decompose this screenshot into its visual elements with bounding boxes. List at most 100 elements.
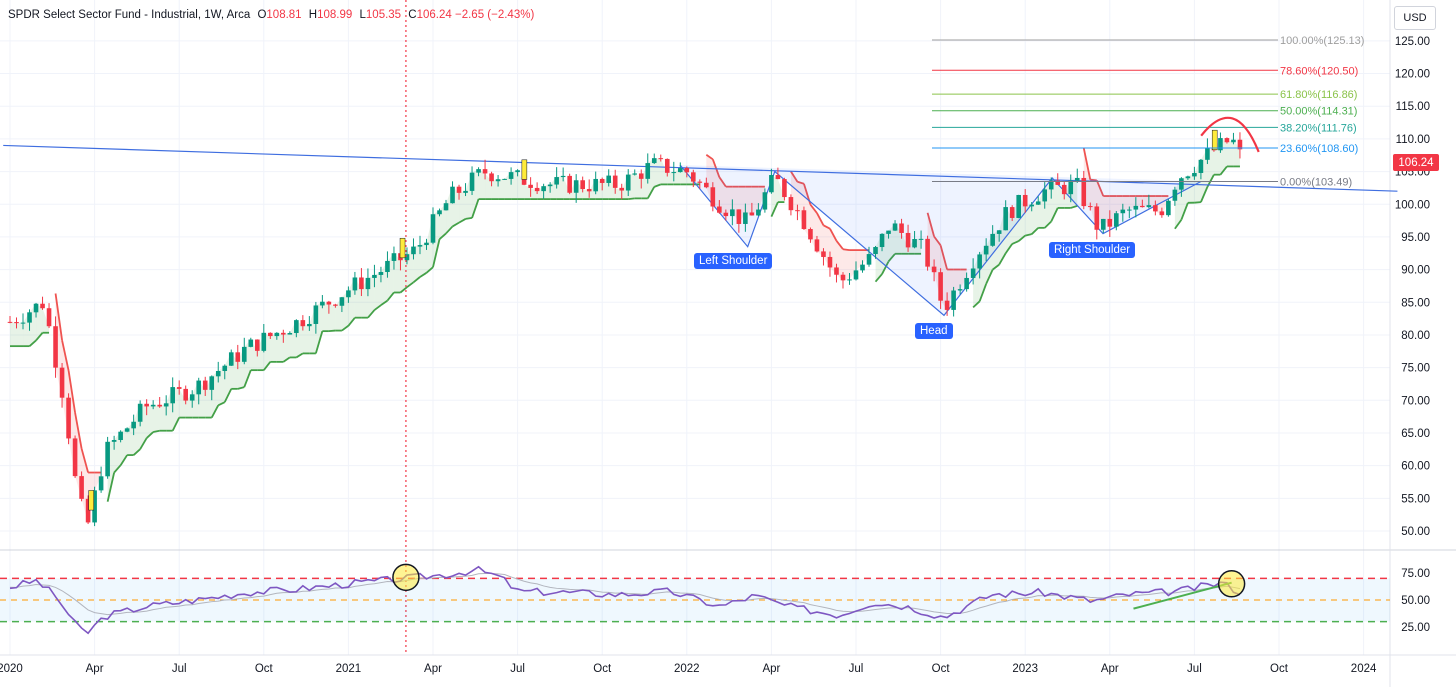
candle-body xyxy=(365,277,371,290)
trailing-stop-line xyxy=(1095,179,1105,197)
trailing-stop-fill-up xyxy=(179,388,186,418)
fib-level-label: 0.00%(103.49) xyxy=(1280,176,1352,188)
candle-body xyxy=(782,179,787,198)
candle-body xyxy=(925,238,930,267)
trailing-stop-line xyxy=(933,235,942,246)
price-axis-tick: 115.00 xyxy=(1396,101,1430,113)
candle-body xyxy=(215,370,221,377)
candle-body xyxy=(717,206,722,213)
candle-body xyxy=(853,270,859,280)
candle-body xyxy=(313,305,319,324)
candle-body xyxy=(944,300,950,310)
candle-body xyxy=(632,173,638,175)
candle-body xyxy=(59,367,65,398)
candle-body xyxy=(664,158,670,173)
trailing-stop-fill-up xyxy=(491,179,499,200)
trailing-stop-fill-up xyxy=(159,403,167,431)
trailing-stop-line xyxy=(295,352,304,359)
trailing-stop-fill-down xyxy=(953,269,961,291)
trailing-stop-line xyxy=(406,281,415,288)
candle-body xyxy=(736,209,742,224)
candle-body xyxy=(489,173,494,182)
candle-body xyxy=(254,339,260,351)
candle-body xyxy=(866,254,872,265)
candle-body xyxy=(72,438,78,477)
trailing-stop-fill-up xyxy=(634,173,642,199)
candle-body xyxy=(938,272,943,301)
candle-body xyxy=(788,197,794,211)
candle-body xyxy=(658,158,664,160)
trailing-stop-line xyxy=(67,370,76,413)
trailing-stop-fill-down xyxy=(842,249,850,281)
time-axis-tick: Jul xyxy=(510,663,525,675)
trailing-stop-fill-down xyxy=(719,177,726,217)
low-value: 105.35 xyxy=(365,9,402,21)
candle-body xyxy=(1100,218,1106,230)
price-axis-tick: 90.00 xyxy=(1401,265,1430,277)
highlighted-candle xyxy=(88,490,94,511)
candle-body xyxy=(795,210,800,212)
candle-body xyxy=(333,304,338,306)
trailing-stop-fill-up xyxy=(413,245,420,283)
trailing-stop-fill-down xyxy=(725,186,733,217)
trailing-stop-fill-up xyxy=(1187,172,1195,203)
trailing-stop-fill-down xyxy=(745,186,752,216)
candle-body xyxy=(261,332,267,351)
trailing-stop-fill-up xyxy=(1025,204,1032,236)
head-and-shoulders-pattern xyxy=(679,164,1202,317)
trailing-stop-line xyxy=(939,245,948,270)
right-shoulder-label[interactable]: Right Shoulder xyxy=(1049,242,1136,258)
candle-body xyxy=(1114,213,1119,227)
candle-body xyxy=(176,387,182,389)
trailing-stop-line xyxy=(54,293,63,341)
candle-body xyxy=(268,332,273,337)
close-label: C xyxy=(408,9,417,21)
trailing-stop-fill-down xyxy=(862,250,870,265)
trailing-stop-line xyxy=(972,300,981,309)
candle-body xyxy=(424,242,429,246)
head-label[interactable]: Head xyxy=(915,323,953,339)
candle-body xyxy=(756,209,761,216)
trailing-stop-fill-up xyxy=(400,254,407,293)
candle-body xyxy=(482,169,488,174)
candle-body xyxy=(912,239,917,248)
candle-body xyxy=(1185,176,1191,179)
candle-body xyxy=(281,332,286,335)
candle-body xyxy=(404,254,410,261)
trailing-stop-fill-up xyxy=(1057,184,1065,208)
candle-body xyxy=(651,158,657,164)
trailing-stop-fill-up xyxy=(419,242,427,278)
candle-body xyxy=(677,168,683,173)
candle-body xyxy=(359,277,364,290)
trailing-stop-fill-down xyxy=(751,186,759,216)
fib-level-label: 61.80%(116.86) xyxy=(1280,89,1357,101)
trailing-stop-line xyxy=(646,186,656,199)
left-shoulder-label[interactable]: Left Shoulder xyxy=(694,253,773,269)
trailing-stop-line xyxy=(465,217,473,220)
candle-body xyxy=(92,490,97,523)
pattern-fill xyxy=(680,165,1202,316)
trailing-stop-line xyxy=(74,412,83,449)
candle-body xyxy=(411,246,416,255)
time-axis-tick: Oct xyxy=(593,663,612,675)
trailing-stop-line xyxy=(1070,204,1078,209)
trailing-stop-line xyxy=(770,201,779,218)
trailing-stop-fill-up xyxy=(667,172,674,185)
candle-body xyxy=(105,441,110,477)
trailing-stop-line xyxy=(237,386,245,390)
candle-body xyxy=(14,322,19,324)
trailing-stop-line xyxy=(28,339,37,347)
price-axis-tick: 100.00 xyxy=(1395,199,1430,211)
trailing-stop-fill-up xyxy=(283,333,290,362)
open-label: O xyxy=(257,9,267,21)
candle-body xyxy=(606,175,612,183)
trailing-stop-line xyxy=(171,417,181,432)
currency-button[interactable]: USD xyxy=(1394,6,1436,30)
trailing-stop-fill-up xyxy=(615,187,622,200)
candle-body xyxy=(593,178,598,192)
candle-body xyxy=(1127,209,1132,211)
trailing-stop-line xyxy=(978,283,987,302)
highlighted-candle xyxy=(1211,129,1218,151)
trailing-stop-fill-down xyxy=(1116,196,1123,214)
